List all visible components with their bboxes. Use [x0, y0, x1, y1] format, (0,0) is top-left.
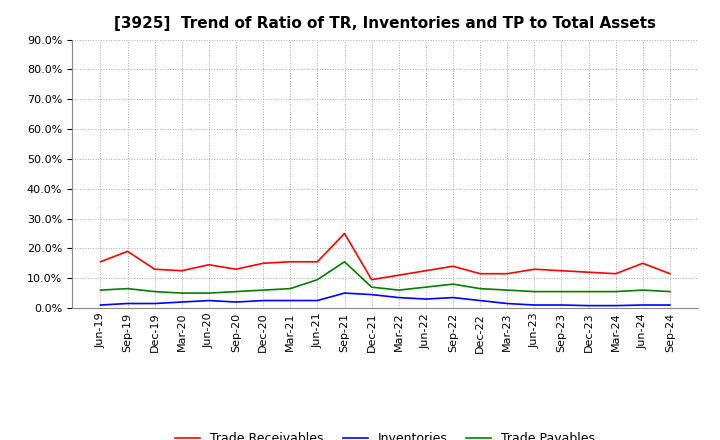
- Trade Payables: [557, 289, 566, 294]
- Legend: Trade Receivables, Inventories, Trade Payables: Trade Receivables, Inventories, Trade Pa…: [170, 427, 600, 440]
- Trade Receivables: [476, 271, 485, 276]
- Trade Payables: [313, 277, 322, 282]
- Trade Payables: [395, 287, 403, 293]
- Trade Payables: [611, 289, 620, 294]
- Trade Payables: [476, 286, 485, 291]
- Trade Payables: [123, 286, 132, 291]
- Trade Receivables: [367, 277, 376, 282]
- Trade Receivables: [341, 231, 349, 236]
- Trade Receivables: [449, 264, 457, 269]
- Trade Payables: [286, 286, 294, 291]
- Trade Receivables: [611, 271, 620, 276]
- Inventories: [639, 302, 647, 308]
- Trade Receivables: [259, 260, 268, 266]
- Trade Receivables: [96, 259, 105, 264]
- Inventories: [286, 298, 294, 303]
- Inventories: [341, 290, 349, 296]
- Inventories: [503, 301, 511, 306]
- Trade Payables: [232, 289, 240, 294]
- Trade Receivables: [286, 259, 294, 264]
- Trade Receivables: [395, 272, 403, 278]
- Trade Payables: [421, 285, 430, 290]
- Trade Receivables: [584, 270, 593, 275]
- Trade Receivables: [232, 267, 240, 272]
- Inventories: [530, 302, 539, 308]
- Trade Payables: [530, 289, 539, 294]
- Trade Receivables: [178, 268, 186, 273]
- Line: Trade Payables: Trade Payables: [101, 262, 670, 293]
- Trade Receivables: [639, 260, 647, 266]
- Trade Payables: [96, 287, 105, 293]
- Inventories: [449, 295, 457, 300]
- Line: Trade Receivables: Trade Receivables: [101, 234, 670, 280]
- Inventories: [611, 303, 620, 308]
- Trade Receivables: [530, 267, 539, 272]
- Trade Payables: [341, 259, 349, 264]
- Inventories: [476, 298, 485, 303]
- Trade Payables: [639, 287, 647, 293]
- Inventories: [123, 301, 132, 306]
- Trade Receivables: [204, 262, 213, 268]
- Title: [3925]  Trend of Ratio of TR, Inventories and TP to Total Assets: [3925] Trend of Ratio of TR, Inventories…: [114, 16, 656, 32]
- Inventories: [232, 299, 240, 304]
- Trade Receivables: [421, 268, 430, 273]
- Trade Receivables: [313, 259, 322, 264]
- Trade Payables: [150, 289, 159, 294]
- Inventories: [395, 295, 403, 300]
- Line: Inventories: Inventories: [101, 293, 670, 306]
- Trade Payables: [204, 290, 213, 296]
- Trade Payables: [503, 287, 511, 293]
- Inventories: [557, 302, 566, 308]
- Trade Receivables: [150, 267, 159, 272]
- Trade Payables: [367, 285, 376, 290]
- Trade Receivables: [123, 249, 132, 254]
- Inventories: [96, 302, 105, 308]
- Trade Payables: [449, 282, 457, 287]
- Trade Payables: [584, 289, 593, 294]
- Trade Payables: [178, 290, 186, 296]
- Trade Receivables: [557, 268, 566, 273]
- Inventories: [178, 299, 186, 304]
- Trade Receivables: [503, 271, 511, 276]
- Inventories: [259, 298, 268, 303]
- Trade Payables: [259, 287, 268, 293]
- Inventories: [367, 292, 376, 297]
- Inventories: [313, 298, 322, 303]
- Inventories: [150, 301, 159, 306]
- Inventories: [421, 297, 430, 302]
- Inventories: [584, 303, 593, 308]
- Inventories: [204, 298, 213, 303]
- Trade Receivables: [665, 271, 674, 276]
- Inventories: [665, 302, 674, 308]
- Trade Payables: [665, 289, 674, 294]
